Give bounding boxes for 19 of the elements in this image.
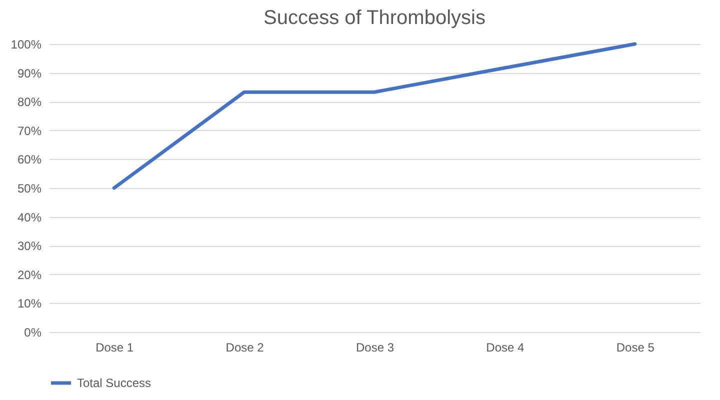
- x-tick-label: Dose 4: [486, 340, 525, 354]
- y-tick-label: 40%: [17, 210, 42, 224]
- legend-label: Total Success: [77, 376, 152, 390]
- y-tick-label: 100%: [10, 38, 42, 52]
- y-tick-label: 0%: [24, 326, 42, 340]
- line-series: [112, 42, 637, 190]
- y-tick-label: 50%: [17, 182, 42, 196]
- chart-title: Success of Thrombolysis: [264, 7, 486, 29]
- y-tick-label: 90%: [17, 66, 42, 80]
- y-tick-label: 20%: [17, 268, 42, 282]
- x-tick-label: Dose 5: [616, 340, 655, 354]
- x-tick-label: Dose 1: [96, 340, 134, 354]
- y-tick-label: 10%: [17, 296, 42, 311]
- x-tick-label: Dose 3: [356, 340, 394, 354]
- y-tick-label: 60%: [17, 152, 42, 167]
- y-tick-label: 80%: [17, 95, 42, 110]
- x-tick-label: Dose 2: [226, 340, 264, 354]
- y-tick-label: 30%: [17, 239, 42, 254]
- y-tick-label: 70%: [17, 124, 42, 138]
